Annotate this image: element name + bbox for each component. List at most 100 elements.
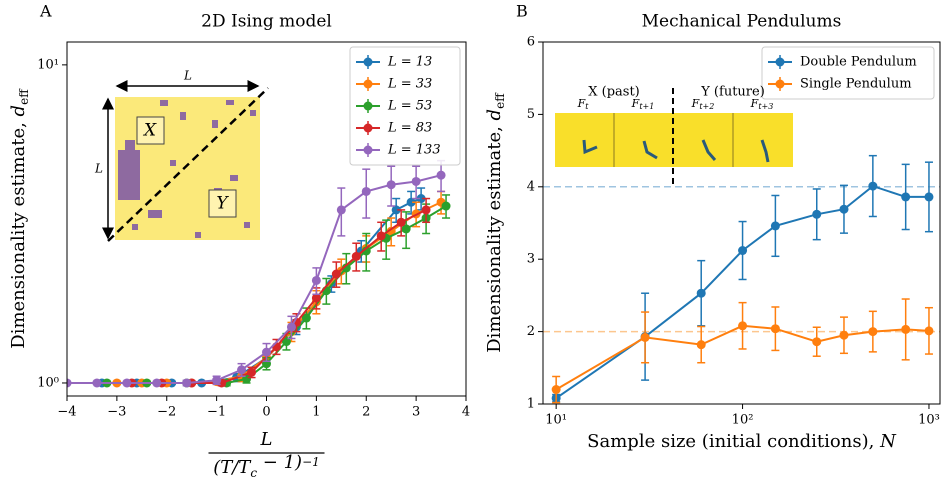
- series-line: [555, 324, 930, 391]
- data-point: [122, 378, 132, 388]
- data-point: [924, 192, 934, 202]
- data-point: [738, 246, 748, 256]
- y-axis-label: Dimensionality estimate, deff: [484, 92, 507, 353]
- frame-sub: t+3: [758, 102, 773, 111]
- x-tick-label: −1: [207, 405, 226, 420]
- data-point: [770, 221, 780, 231]
- y-tick-label: 3: [527, 252, 535, 267]
- data-point: [92, 378, 102, 388]
- frame-label: Ft+3: [750, 97, 774, 111]
- inset-label: L: [183, 69, 192, 83]
- x-tick-label: 10¹: [545, 413, 567, 428]
- x-label-denominator: (T/Tc − 1)−1: [213, 452, 320, 480]
- data-point: [924, 326, 934, 336]
- frame-var: F: [691, 97, 700, 110]
- data-point: [237, 365, 247, 375]
- y-tick-label: 2: [527, 324, 535, 339]
- data-point: [301, 313, 311, 323]
- legend-label: L = 83: [387, 121, 432, 136]
- data-point: [416, 194, 426, 204]
- data-point: [406, 197, 416, 207]
- x-tick-label: 10³: [918, 413, 940, 428]
- inset-label: X (past): [588, 85, 640, 100]
- legend-marker: [775, 79, 785, 89]
- data-point: [696, 288, 706, 298]
- data-point: [311, 275, 321, 285]
- data-point: [271, 342, 281, 352]
- frame-label: Ft+1: [631, 97, 655, 111]
- y-tick-label: 4: [527, 179, 535, 194]
- legend-label: Single Pendulum: [800, 77, 912, 92]
- y-label-var: d: [484, 109, 505, 121]
- plot-area: [67, 159, 451, 388]
- data-point: [441, 201, 451, 211]
- y-label-sub: eff: [17, 88, 31, 105]
- x-tick-label: 10²: [732, 413, 754, 428]
- ising-inset: [102, 80, 269, 242]
- legend-marker: [363, 145, 373, 155]
- data-point: [386, 226, 396, 236]
- legend-marker: [363, 57, 373, 67]
- y-tick-label: 6: [527, 35, 535, 50]
- chart-title: Mechanical Pendulums: [642, 12, 842, 32]
- legend-label: Double Pendulum: [800, 55, 917, 70]
- legend-label: L = 133: [387, 143, 441, 158]
- data-point: [361, 186, 371, 196]
- y-tick-label: 10¹: [37, 57, 59, 72]
- frame-label: Ft: [577, 97, 590, 111]
- data-point: [812, 209, 822, 219]
- y-tick-label: 5: [527, 107, 535, 122]
- frame-var: F: [631, 97, 640, 110]
- y-tick-label: 10⁰: [37, 375, 59, 390]
- axes-frame: [542, 41, 941, 405]
- x-label-part: − 1): [257, 452, 302, 473]
- x-tick-label: −2: [157, 405, 176, 420]
- inset-label: Y: [216, 194, 229, 214]
- data-point: [152, 378, 162, 388]
- legend-label: L = 33: [387, 77, 432, 92]
- data-point: [696, 340, 706, 350]
- x-label-part: c: [250, 466, 257, 480]
- legend-marker: [775, 57, 785, 67]
- plot-area: [543, 154, 940, 404]
- x-label-part: −1: [302, 455, 320, 469]
- x-tick-label: −4: [57, 405, 76, 420]
- data-point: [262, 347, 271, 357]
- x-label-part: (T/T: [213, 457, 252, 478]
- data-point: [336, 205, 346, 215]
- data-point: [640, 332, 650, 342]
- inset-label: L: [94, 162, 103, 176]
- y-tick-label: 1: [527, 397, 535, 412]
- data-point: [839, 330, 849, 340]
- inset-label: Y (future): [700, 85, 765, 100]
- legend-label: L = 53: [387, 99, 432, 114]
- data-point: [421, 205, 431, 215]
- x-tick-label: 4: [462, 405, 470, 420]
- chart-title: 2D Ising model: [201, 12, 332, 32]
- data-point: [839, 204, 849, 214]
- series-line: [555, 184, 929, 400]
- x-tick-label: −3: [107, 405, 126, 420]
- axes-frame: [66, 41, 467, 397]
- frame-var: F: [750, 97, 759, 110]
- data-point: [311, 293, 321, 303]
- x-label-numerator: L: [260, 429, 273, 450]
- data-point: [901, 324, 911, 334]
- x-label-text: Sample size (initial conditions),: [587, 431, 880, 452]
- data-point: [361, 246, 371, 256]
- data-point: [182, 378, 192, 388]
- data-point: [341, 263, 351, 273]
- legend-marker: [363, 123, 373, 133]
- y-label-text: Dimensionality estimate,: [484, 120, 505, 352]
- data-point: [401, 224, 411, 234]
- data-point: [281, 337, 291, 347]
- data-point: [247, 367, 257, 377]
- x-label-var: N: [879, 431, 897, 452]
- pendulum-inset: [555, 88, 793, 184]
- data-point: [738, 321, 748, 331]
- frame-sub: t+1: [639, 102, 654, 111]
- data-point: [391, 205, 401, 215]
- x-tick-label: 3: [412, 405, 420, 420]
